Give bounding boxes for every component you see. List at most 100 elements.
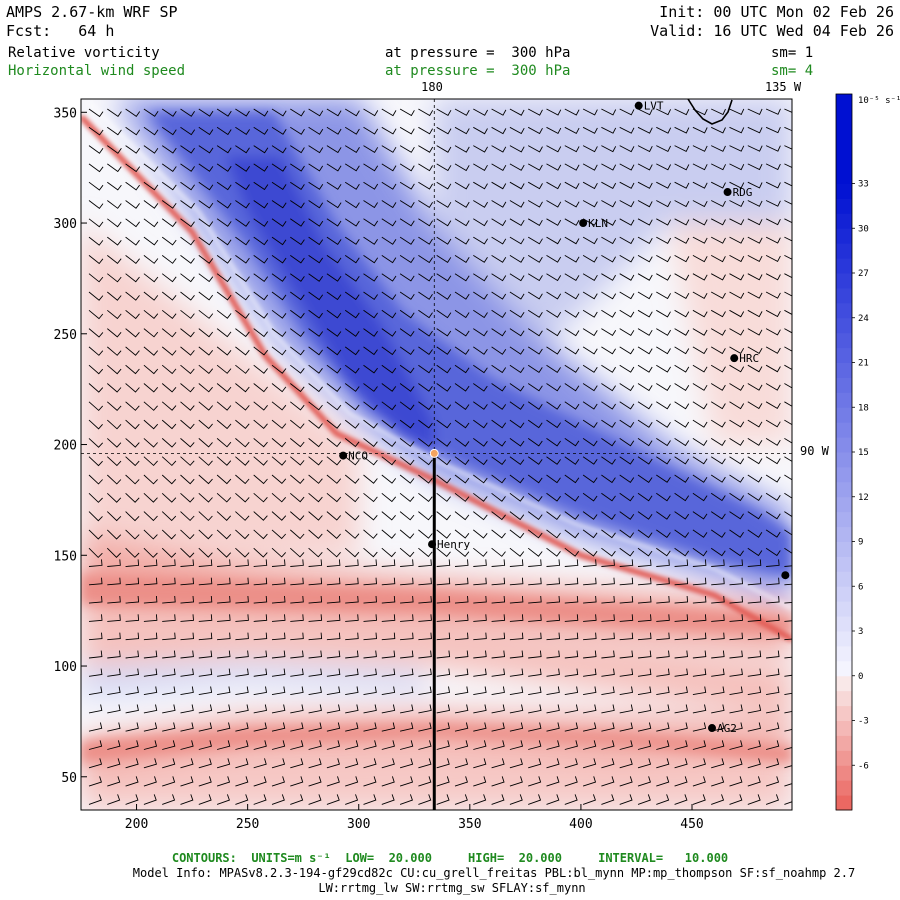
wind-barb: [619, 668, 634, 677]
wind-barb: [656, 686, 670, 696]
wind-barb: [125, 364, 140, 375]
wind-barb: [784, 236, 792, 242]
wind-barb: [674, 632, 689, 641]
wind-barb: [527, 456, 543, 465]
wind-barb: [253, 291, 269, 301]
wind-barb: [216, 145, 232, 154]
station-marker: [634, 101, 643, 110]
wind-barb: [509, 181, 525, 190]
wind-barb: [784, 383, 792, 389]
wind-barb: [418, 650, 432, 659]
wind-barb: [216, 438, 232, 448]
wind-barb: [271, 758, 286, 769]
wind-barb: [363, 328, 378, 337]
wind-barb: [674, 595, 689, 604]
wind-barb: [363, 200, 378, 209]
wind-barb: [162, 758, 176, 769]
wind-barb: [711, 108, 726, 116]
wind-barb: [784, 747, 792, 750]
wind-barb: [235, 364, 250, 374]
colorbar-unit: 10⁻⁵ s⁻¹: [858, 96, 900, 106]
wind-barb: [345, 632, 359, 641]
wind-barb: [765, 218, 781, 226]
wind-barb: [564, 273, 580, 282]
wind-barb: [235, 401, 250, 411]
wind-barb: [601, 668, 615, 677]
wind-barb: [619, 328, 635, 337]
wind-barb: [564, 456, 580, 465]
wind-barb: [363, 758, 377, 769]
wind-barb: [564, 722, 579, 732]
wind-barb: [198, 273, 214, 283]
wind-barb: [107, 401, 122, 412]
wind-barb: [253, 758, 267, 769]
wind-barb: [491, 401, 507, 410]
wind-barb: [180, 794, 194, 805]
x-tick-label: 300: [347, 817, 370, 832]
wind-barb: [747, 492, 763, 502]
wind-barb: [711, 577, 725, 586]
wind-barb: [454, 511, 470, 521]
wind-barb: [747, 650, 762, 659]
wind-barb: [601, 218, 616, 226]
wind-barb: [418, 474, 433, 484]
wind-barb: [125, 529, 140, 540]
wind-barb: [143, 163, 159, 173]
wind-barb: [473, 632, 487, 641]
wind-barb: [235, 722, 249, 732]
wind-barb: [308, 595, 323, 604]
wind-barb: [454, 236, 470, 245]
wind-barb: [436, 758, 450, 769]
wind-barb: [729, 492, 745, 502]
wind-barb: [436, 511, 451, 521]
wind-barb: [491, 236, 507, 245]
wind-barb: [436, 309, 452, 319]
wind-barb: [161, 438, 177, 448]
wind-barb: [692, 794, 706, 805]
wind-barb: [88, 346, 104, 356]
wind-barb: [765, 291, 781, 299]
wind-barb: [619, 108, 635, 116]
wind-barb: [692, 577, 707, 586]
wind-barb: [107, 722, 121, 732]
wind-barb: [509, 456, 525, 466]
colorbar-step: [836, 168, 852, 184]
wind-barb: [619, 200, 635, 208]
wind-barb: [125, 126, 141, 136]
wind-barb: [253, 474, 268, 485]
wind-barb: [674, 181, 690, 189]
wind-barb: [674, 236, 690, 244]
wind-barb: [491, 614, 506, 622]
wind-barb: [326, 309, 342, 319]
wind-barb: [546, 704, 560, 714]
wind-barb: [290, 218, 305, 227]
station-marker: [428, 540, 437, 549]
wind-barb: [253, 776, 267, 787]
wind-barb: [344, 401, 360, 411]
wind-barb: [161, 492, 177, 503]
wind-barb: [601, 547, 616, 557]
wind-barb: [143, 126, 159, 136]
wind-barb: [344, 309, 360, 319]
wind-barb: [216, 456, 232, 466]
wind-barb: [692, 200, 708, 208]
wind-barb: [308, 650, 322, 659]
wind-barb: [216, 776, 231, 787]
wind-barb: [601, 758, 615, 769]
wind-barb: [345, 776, 359, 787]
wind-barb: [601, 650, 615, 659]
wind-barb: [692, 273, 708, 281]
wind-barb: [180, 650, 194, 659]
wind-barb: [454, 595, 469, 604]
wind-barb: [290, 181, 305, 191]
wind-barb: [601, 492, 616, 502]
wind-barb: [765, 328, 781, 336]
wind-barb: [454, 474, 470, 484]
wind-barb: [344, 163, 360, 172]
wind-barb: [546, 492, 561, 502]
wind-barb: [784, 401, 792, 407]
wind-barb: [198, 346, 214, 356]
wind-barb: [692, 511, 708, 520]
wind-barb: [656, 547, 671, 557]
wind-barb: [162, 650, 176, 659]
